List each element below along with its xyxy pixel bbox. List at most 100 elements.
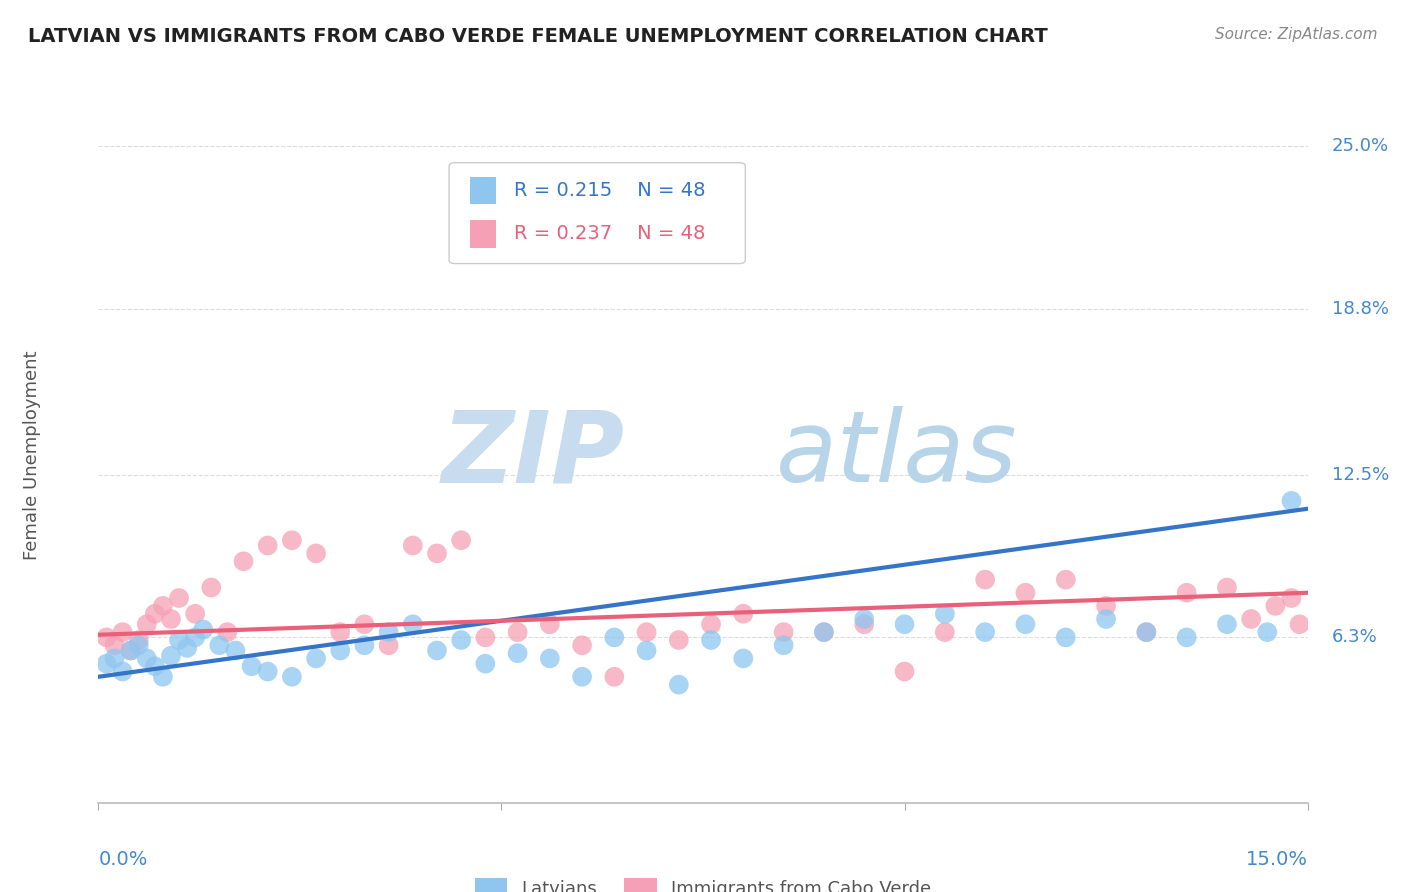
Point bbox=[934, 625, 956, 640]
Text: LATVIAN VS IMMIGRANTS FROM CABO VERDE FEMALE UNEMPLOYMENT CORRELATION CHART: LATVIAN VS IMMIGRANTS FROM CABO VERDE FE… bbox=[28, 27, 1047, 45]
Point bbox=[143, 607, 166, 621]
Point bbox=[474, 657, 496, 671]
Point bbox=[1095, 612, 1118, 626]
Text: 18.8%: 18.8% bbox=[1331, 301, 1389, 318]
Point bbox=[240, 659, 263, 673]
Point bbox=[1175, 631, 1198, 645]
Point bbox=[1281, 494, 1303, 508]
Point bbox=[733, 607, 755, 621]
Point bbox=[474, 631, 496, 645]
Point bbox=[152, 670, 174, 684]
Point bbox=[733, 651, 755, 665]
Point bbox=[893, 665, 915, 679]
Point bbox=[934, 607, 956, 621]
Point bbox=[111, 665, 134, 679]
Point bbox=[120, 643, 142, 657]
Point bbox=[1288, 617, 1310, 632]
Point bbox=[184, 631, 207, 645]
Point bbox=[208, 638, 231, 652]
Point bbox=[217, 625, 239, 640]
Point bbox=[96, 657, 118, 671]
Point bbox=[281, 533, 304, 548]
Text: R = 0.237    N = 48: R = 0.237 N = 48 bbox=[515, 224, 706, 244]
FancyBboxPatch shape bbox=[470, 177, 496, 204]
Point bbox=[329, 643, 352, 657]
Point bbox=[135, 651, 157, 665]
Point bbox=[103, 651, 125, 665]
Point bbox=[450, 533, 472, 548]
Point bbox=[232, 554, 254, 568]
Point bbox=[160, 648, 183, 663]
Point bbox=[1014, 617, 1036, 632]
Point bbox=[111, 625, 134, 640]
Point bbox=[668, 633, 690, 648]
Point bbox=[853, 612, 876, 626]
Point bbox=[506, 646, 529, 660]
Point bbox=[1240, 612, 1263, 626]
Point bbox=[1054, 631, 1077, 645]
Text: 6.3%: 6.3% bbox=[1331, 628, 1378, 647]
Point bbox=[813, 625, 835, 640]
Point bbox=[1256, 625, 1278, 640]
Point bbox=[853, 617, 876, 632]
Text: Female Unemployment: Female Unemployment bbox=[22, 351, 41, 559]
Point bbox=[160, 612, 183, 626]
Point bbox=[184, 607, 207, 621]
Point bbox=[128, 638, 150, 652]
Point bbox=[1095, 599, 1118, 613]
Text: atlas: atlas bbox=[776, 407, 1017, 503]
Point bbox=[1281, 591, 1303, 605]
Point bbox=[974, 573, 997, 587]
FancyBboxPatch shape bbox=[449, 162, 745, 263]
Point bbox=[1135, 625, 1157, 640]
Point bbox=[700, 617, 723, 632]
Point bbox=[603, 670, 626, 684]
Point bbox=[668, 678, 690, 692]
Point bbox=[1175, 586, 1198, 600]
Point bbox=[135, 617, 157, 632]
Point bbox=[128, 633, 150, 648]
Point bbox=[1054, 573, 1077, 587]
Point bbox=[636, 643, 658, 657]
Point bbox=[103, 638, 125, 652]
Point bbox=[1264, 599, 1286, 613]
Point bbox=[426, 643, 449, 657]
Point bbox=[450, 633, 472, 648]
Text: Source: ZipAtlas.com: Source: ZipAtlas.com bbox=[1215, 27, 1378, 42]
Point bbox=[893, 617, 915, 632]
Point bbox=[143, 659, 166, 673]
Point bbox=[96, 631, 118, 645]
Point bbox=[353, 617, 375, 632]
Point bbox=[506, 625, 529, 640]
Point bbox=[256, 539, 278, 553]
Point bbox=[772, 638, 794, 652]
Point bbox=[305, 651, 328, 665]
Point bbox=[120, 643, 142, 657]
Point bbox=[538, 651, 561, 665]
Point bbox=[1216, 581, 1239, 595]
Point bbox=[377, 638, 399, 652]
Point bbox=[538, 617, 561, 632]
FancyBboxPatch shape bbox=[470, 219, 496, 248]
Point bbox=[402, 617, 425, 632]
Point bbox=[571, 670, 593, 684]
Text: ZIP: ZIP bbox=[441, 407, 624, 503]
Point bbox=[636, 625, 658, 640]
Point bbox=[402, 539, 425, 553]
Point bbox=[700, 633, 723, 648]
Point bbox=[329, 625, 352, 640]
Point bbox=[772, 625, 794, 640]
Point bbox=[974, 625, 997, 640]
Point bbox=[813, 625, 835, 640]
Point bbox=[224, 643, 246, 657]
Point bbox=[193, 623, 215, 637]
Point bbox=[305, 546, 328, 560]
Point bbox=[167, 633, 190, 648]
Point bbox=[571, 638, 593, 652]
Point bbox=[152, 599, 174, 613]
Point bbox=[256, 665, 278, 679]
Point bbox=[1216, 617, 1239, 632]
Text: 25.0%: 25.0% bbox=[1331, 137, 1389, 155]
Legend: Latvians, Immigrants from Cabo Verde: Latvians, Immigrants from Cabo Verde bbox=[467, 871, 939, 892]
Point bbox=[176, 640, 198, 655]
